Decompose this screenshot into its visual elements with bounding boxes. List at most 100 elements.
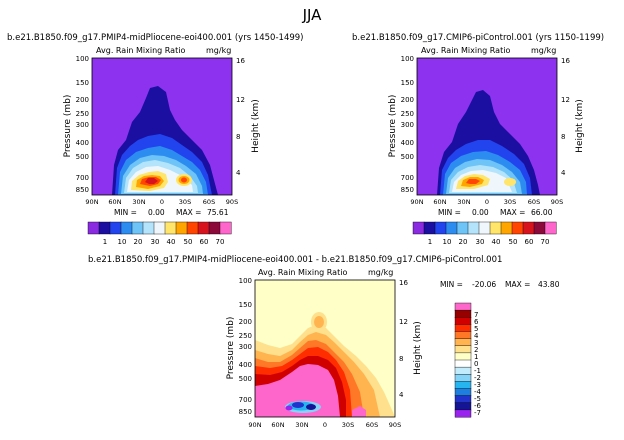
y-axis-label: Pressure (mb) [226,317,236,380]
x-tick-label: 30N [457,198,470,206]
colorbar-swatch [175,221,188,235]
x-ticks: 90N 60N 30N 0 30S 60S 90S [248,421,401,429]
x-ticks: 90N 60N 30N 0 30S 60S 90S [410,198,563,206]
min-value: 0.00 [148,208,165,217]
panel-title: b.e21.B1850.f09_g17.PMIP4-midPliocene-eo… [7,33,303,43]
colorbar-label: -4 [474,388,482,396]
y-ticks-right: 16 12 8 4 [399,279,408,399]
colorbar-swatch [423,221,436,235]
min-label: MIN = [438,208,461,217]
colorbar-label: 70 [541,238,550,246]
x-tick-label: 0 [160,198,164,206]
colorbar [87,221,232,235]
y-axis-label-right: Height (km) [575,99,585,153]
min-value: 0.00 [472,208,489,217]
x-tick-label: 90N [85,198,98,206]
panel-subtitle: Avg. Rain Mixing Ratio [421,46,510,55]
x-tick-label: 90N [248,421,261,429]
panel-units: mg/kg [206,46,231,55]
colorbar-swatch [500,221,513,235]
y-tick-label-right: 16 [561,57,570,65]
y-tick-label: 850 [76,186,89,194]
y-tick-label-right: 8 [399,355,403,363]
x-tick-label: 90S [389,421,401,429]
colorbar-swatch [454,302,472,311]
x-tick-label: 60S [366,421,378,429]
colorbar-label: 5 [474,325,478,333]
y-axis-label: Pressure (mb) [388,95,398,158]
x-tick-label: 0 [485,198,489,206]
y-tick-label: 150 [76,79,89,87]
y-tick-label: 300 [401,121,414,129]
x-tick-label: 90S [551,198,563,206]
y-tick-label-right: 12 [399,318,408,326]
y-tick-label-right: 12 [561,96,570,104]
y-ticks-left: 100 150 200 250 300 400 500 700 850 [401,55,414,194]
y-tick-label: 400 [239,361,252,369]
y-tick-label-right: 4 [399,391,404,399]
y-ticks-right: 16 12 8 4 [236,57,245,177]
plot-area [92,58,232,195]
colorbar-swatch [454,409,472,418]
colorbar-label: 40 [167,238,176,246]
y-ticks-left: 100 150 200 250 300 400 500 700 850 [76,55,89,194]
colorbar-labels: 1 10 20 30 40 50 60 70 [428,238,550,246]
max-label: MAX = [500,208,525,217]
y-tick-label-right: 16 [236,57,245,65]
page-title: JJA [302,6,323,24]
y-axis-label: Pressure (mb) [63,95,73,158]
colorbar-label: 60 [525,238,534,246]
panel-subtitle: Avg. Rain Mixing Ratio [258,268,347,277]
x-tick-label: 60S [528,198,540,206]
y-tick-label-right: 8 [561,133,565,141]
x-tick-label: 90N [410,198,423,206]
plot-area [255,280,395,417]
panel-picontrol: b.e21.B1850.f09_g17.CMIP6-piControl.001 … [352,33,604,246]
y-tick-label: 850 [401,186,414,194]
y-tick-label: 700 [401,174,414,182]
colorbar-swatch [164,221,177,235]
y-tick-label: 250 [239,332,252,340]
colorbar-label: -3 [474,381,481,389]
y-tick-label: 500 [76,153,89,161]
colorbar-swatch [197,221,210,235]
colorbar-label: 1 [474,353,478,361]
colorbar-swatch [533,221,546,235]
colorbar-swatch [454,317,472,325]
colorbar-label: 30 [476,238,485,246]
y-tick-label-right: 4 [236,169,241,177]
colorbar-label: -2 [474,374,481,382]
colorbar-swatch [219,221,232,235]
colorbar-swatch [120,221,133,235]
min-label: MIN = [114,208,137,217]
y-tick-label: 100 [401,55,414,63]
colorbar-swatch [434,221,447,235]
colorbar-swatch [454,374,472,382]
x-tick-label: 60N [433,198,446,206]
y-tick-label-right: 12 [236,96,245,104]
plot-area [417,58,557,195]
colorbar-swatch [478,221,491,235]
colorbar [454,302,472,418]
y-tick-label: 100 [76,55,89,63]
colorbar-label: -5 [474,395,481,403]
colorbar-swatch [412,221,425,235]
panel-difference: b.e21.B1850.f09_g17.PMIP4-midPliocene-eo… [88,255,560,429]
colorbar-label: 50 [509,238,518,246]
y-tick-label: 200 [239,318,252,326]
colorbar-swatch [456,221,469,235]
y-ticks-right: 16 12 8 4 [561,57,570,177]
panel-midpliocene: b.e21.B1850.f09_g17.PMIP4-midPliocene-eo… [7,33,303,246]
y-tick-label: 100 [239,277,252,285]
colorbar-swatch [454,338,472,347]
colorbar-swatch [522,221,535,235]
colorbar-swatch [467,221,480,235]
colorbar-label: -7 [474,409,481,417]
y-tick-label: 150 [401,79,414,87]
colorbar-swatch [454,402,472,411]
colorbar-swatch [454,388,472,397]
max-value: 66.00 [531,208,553,217]
y-tick-label-right: 4 [561,169,566,177]
colorbar-swatch [98,221,111,235]
y-tick-label: 400 [76,139,89,147]
